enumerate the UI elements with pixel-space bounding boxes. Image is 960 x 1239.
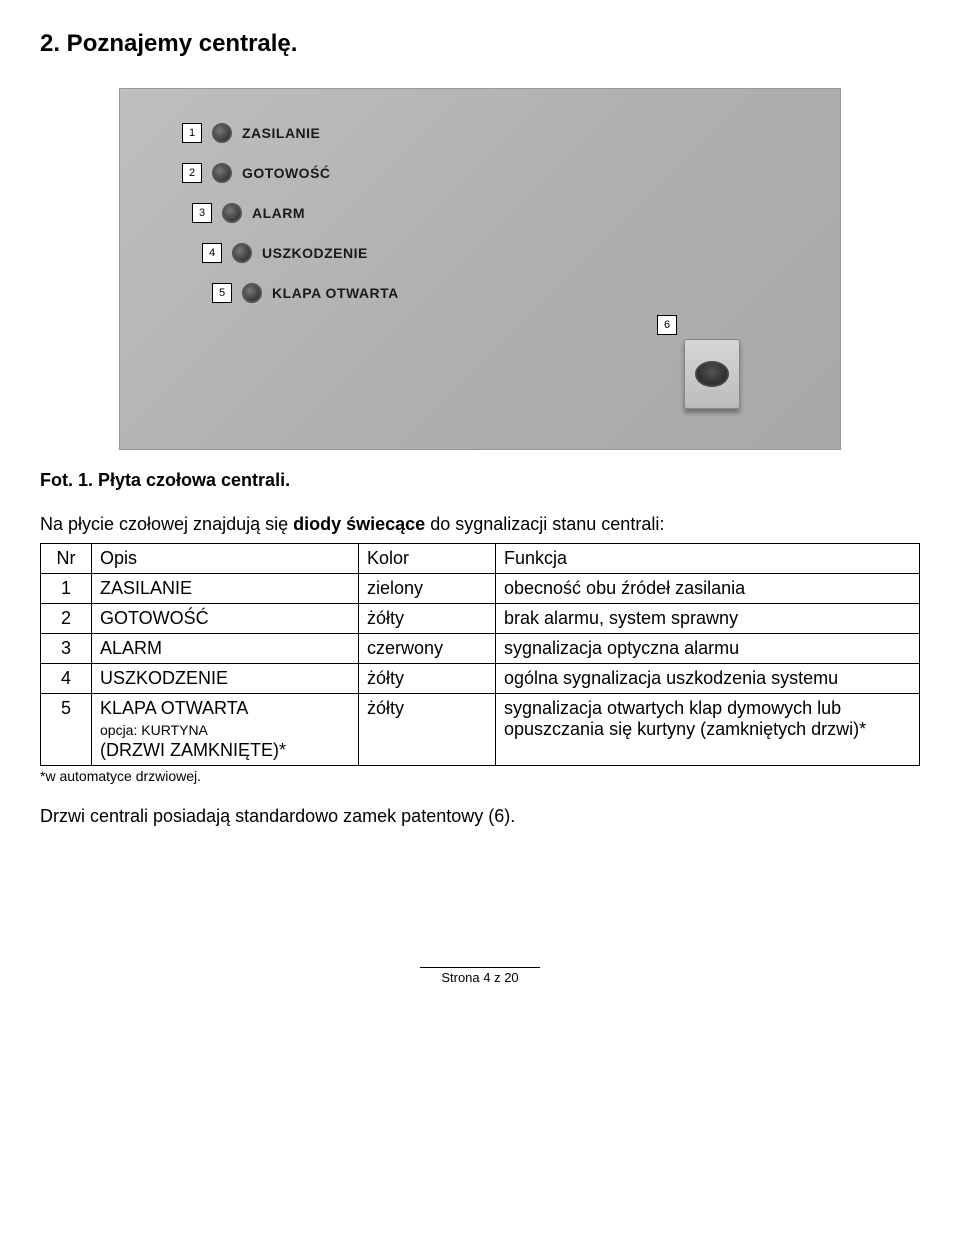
callout-5: 5: [212, 283, 232, 303]
led-icon: [222, 203, 242, 223]
cell-funkcja: brak alarmu, system sprawny: [496, 604, 920, 634]
table-row: 1ZASILANIEzielonyobecność obu źródeł zas…: [41, 574, 920, 604]
led-row: 4 USZKODZENIE: [202, 243, 368, 263]
lock-cylinder-icon: [695, 361, 729, 387]
cell-opis-sub: opcja: KURTYNA: [100, 722, 208, 738]
cell-opis: KLAPA OTWARTAopcja: KURTYNA(DRZWI ZAMKNI…: [92, 694, 359, 766]
led-row: 5 KLAPA OTWARTA: [212, 283, 399, 303]
cell-kolor: żółty: [359, 664, 496, 694]
cell-funkcja: sygnalizacja otwartych klap dymowych lub…: [496, 694, 920, 766]
cell-nr: 2: [41, 604, 92, 634]
cell-opis: ALARM: [92, 634, 359, 664]
cell-nr: 1: [41, 574, 92, 604]
cell-kolor: czerwony: [359, 634, 496, 664]
led-row: 3 ALARM: [192, 203, 305, 223]
cell-nr: 5: [41, 694, 92, 766]
table-row: 4USZKODZENIEżółtyogólna sygnalizacja usz…: [41, 664, 920, 694]
lock-area: 6: [684, 405, 740, 409]
intro-pre: Na płycie czołowej znajdują się: [40, 514, 293, 534]
figure-caption: Fot. 1. Płyta czołowa centrali.: [40, 470, 920, 491]
table-header-row: Nr Opis Kolor Funkcja: [41, 544, 920, 574]
led-label: ALARM: [252, 205, 305, 221]
led-label: ZASILANIE: [242, 125, 320, 141]
led-icon: [212, 123, 232, 143]
led-label: USZKODZENIE: [262, 245, 368, 261]
section-heading: 2. Poznajemy centralę.: [40, 30, 920, 58]
cell-funkcja: ogólna sygnalizacja uszkodzenia systemu: [496, 664, 920, 694]
cell-kolor: żółty: [359, 604, 496, 634]
table-row: 2GOTOWOŚĆżółtybrak alarmu, system sprawn…: [41, 604, 920, 634]
col-funkcja: Funkcja: [496, 544, 920, 574]
intro-bold: diody świecące: [293, 514, 425, 534]
table-row: 5KLAPA OTWARTAopcja: KURTYNA(DRZWI ZAMKN…: [41, 694, 920, 766]
callout-3: 3: [192, 203, 212, 223]
cell-opis: GOTOWOŚĆ: [92, 604, 359, 634]
led-row: 2 GOTOWOŚĆ: [182, 163, 331, 183]
intro-paragraph: Na płycie czołowej znajdują się diody św…: [40, 511, 920, 537]
col-opis: Opis: [92, 544, 359, 574]
led-icon: [242, 283, 262, 303]
cell-funkcja: sygnalizacja optyczna alarmu: [496, 634, 920, 664]
cell-nr: 3: [41, 634, 92, 664]
cell-kolor: żółty: [359, 694, 496, 766]
lock-housing: [684, 339, 740, 409]
panel-photo: 6 1 ZASILANIE 2 GOTOWOŚĆ 3 ALARM 4 USZKODZENIE 5…: [119, 88, 841, 450]
led-label: KLAPA OTWARTA: [272, 285, 399, 301]
intro-post: do sygnalizacji stanu centrali:: [425, 514, 664, 534]
cell-kolor: zielony: [359, 574, 496, 604]
callout-6: 6: [657, 315, 677, 335]
cell-opis: USZKODZENIE: [92, 664, 359, 694]
callout-4: 4: [202, 243, 222, 263]
led-row: 1 ZASILANIE: [182, 123, 320, 143]
cell-opis: ZASILANIE: [92, 574, 359, 604]
led-icon: [232, 243, 252, 263]
closing-paragraph: Drzwi centrali posiadają standardowo zam…: [40, 806, 920, 827]
cell-funkcja: obecność obu źródeł zasilania: [496, 574, 920, 604]
signals-table: Nr Opis Kolor Funkcja 1ZASILANIEzielonyo…: [40, 543, 920, 766]
table-row: 3ALARMczerwonysygnalizacja optyczna alar…: [41, 634, 920, 664]
table-footnote: *w automatyce drzwiowej.: [40, 768, 920, 784]
callout-2: 2: [182, 163, 202, 183]
led-label: GOTOWOŚĆ: [242, 165, 331, 181]
col-kolor: Kolor: [359, 544, 496, 574]
col-nr: Nr: [41, 544, 92, 574]
page-number: Strona 4 z 20: [420, 967, 540, 985]
cell-nr: 4: [41, 664, 92, 694]
led-icon: [212, 163, 232, 183]
callout-1: 1: [182, 123, 202, 143]
